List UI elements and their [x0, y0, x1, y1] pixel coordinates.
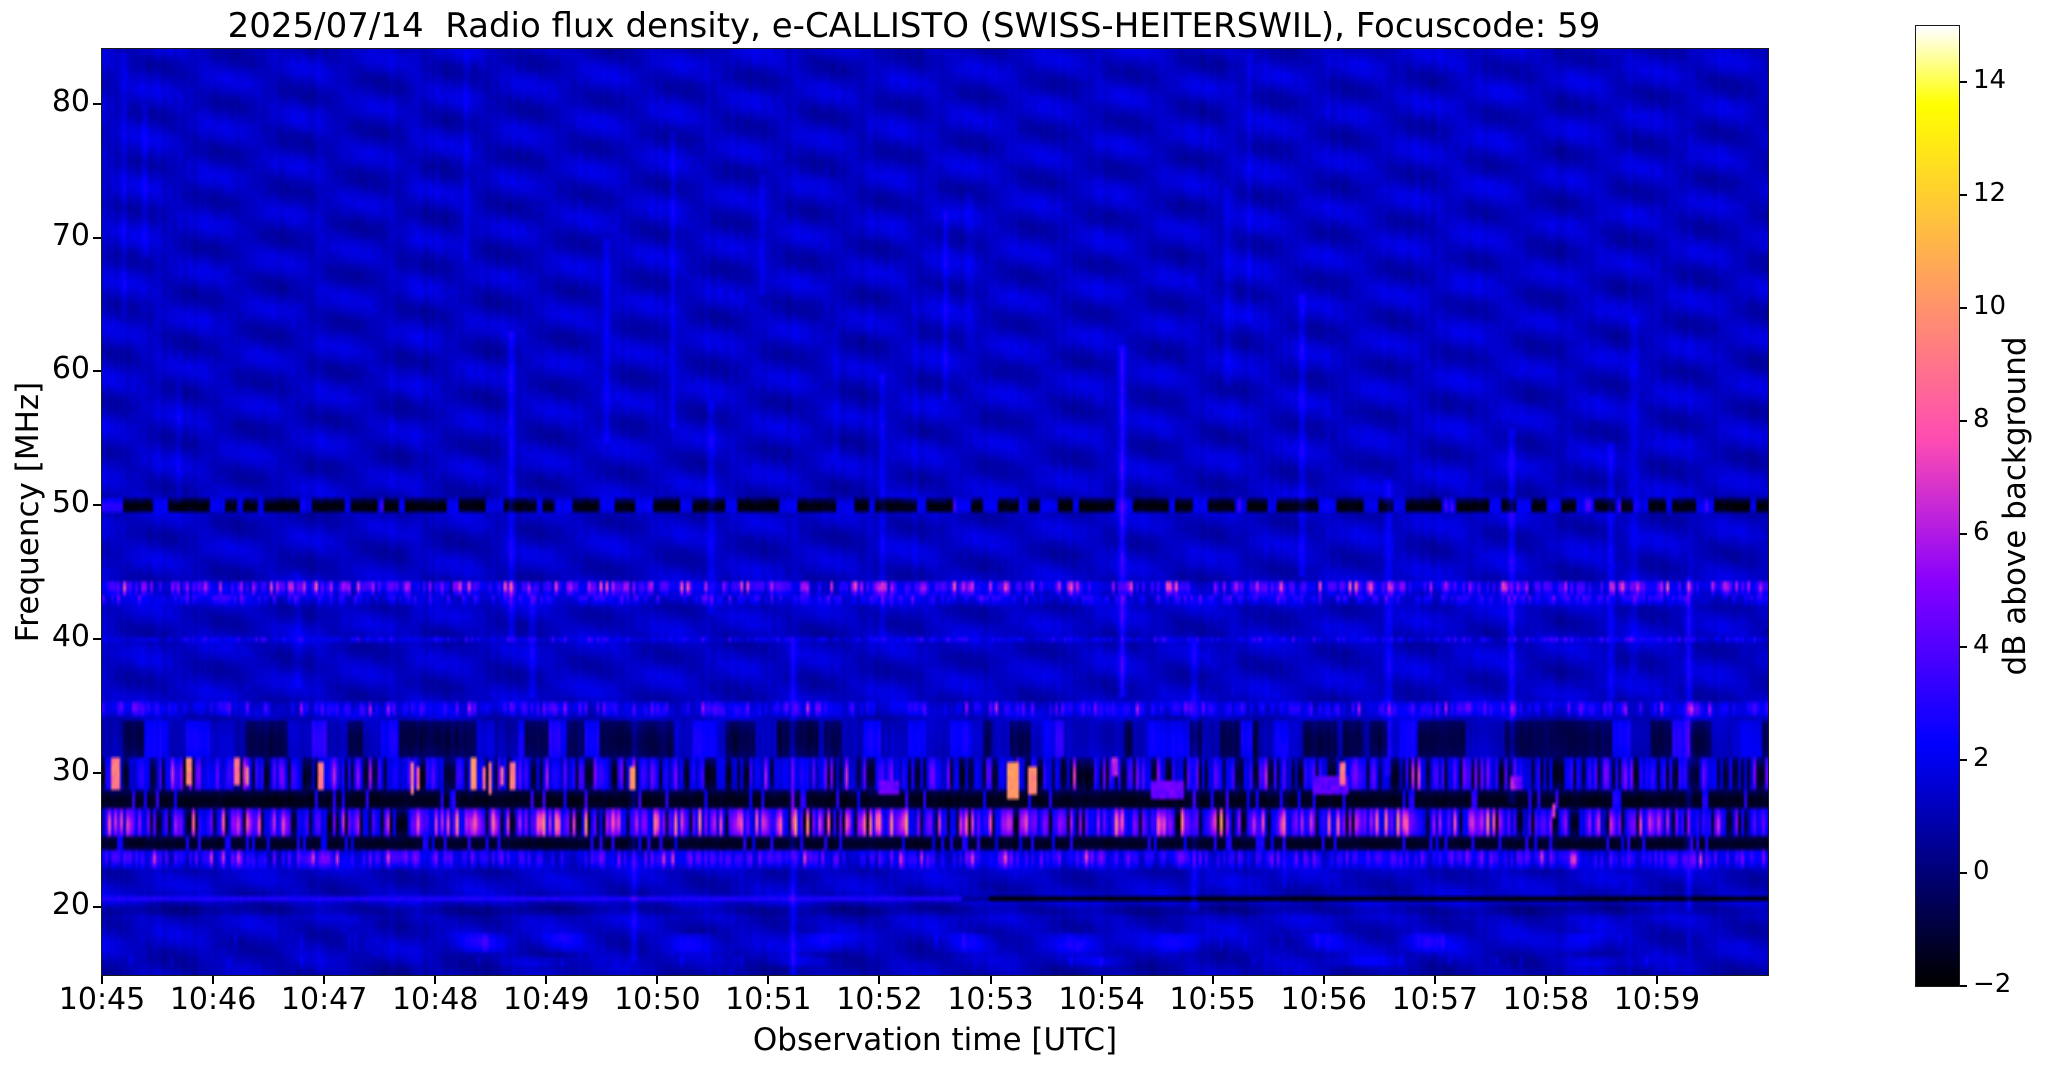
colorbar-tick-mark [1960, 81, 1967, 84]
x-tick-label: 10:58 [1502, 982, 1590, 1017]
colorbar-canvas [1916, 26, 1959, 986]
y-axis-label: Frequency [MHz] [10, 381, 46, 643]
colorbar-tick-mark [1960, 872, 1967, 875]
x-tick-label: 10:57 [1391, 982, 1479, 1017]
colorbar-tick-label: 6 [1973, 517, 1990, 548]
y-tick-label: 70 [51, 217, 90, 253]
colorbar-tick-label: 2 [1973, 743, 1990, 774]
x-tick-mark [1322, 976, 1325, 984]
x-tick-mark [101, 976, 103, 984]
colorbar-tick-label: 12 [1973, 178, 2007, 209]
y-tick-label: 50 [51, 485, 90, 521]
colorbar-tick-mark [1960, 759, 1967, 762]
colorbar-tick-mark [1960, 646, 1967, 649]
y-tick-mark [93, 905, 101, 908]
x-tick-label: 10:49 [503, 982, 590, 1017]
x-tick-mark [1544, 976, 1547, 984]
y-tick-label: 40 [51, 619, 90, 655]
y-tick-mark [93, 638, 101, 641]
colorbar-label: dB above background [1997, 336, 2033, 676]
x-tick-mark [767, 976, 770, 984]
x-tick-label: 10:56 [1280, 982, 1367, 1017]
x-tick-mark [1655, 976, 1658, 984]
colorbar-tick-label: −2 [1973, 969, 2012, 999]
colorbar-tick-mark [1960, 307, 1967, 310]
x-tick-label: 10:54 [1058, 982, 1145, 1017]
x-tick-mark [1433, 976, 1436, 984]
colorbar-tick-label: 10 [1973, 291, 2007, 322]
chart-title: 2025/07/14 Radio flux density, e-CALLIST… [227, 6, 1601, 46]
x-tick-mark [989, 976, 992, 984]
y-tick-mark [93, 370, 101, 373]
y-tick-label: 60 [51, 351, 90, 387]
plot-frame [101, 48, 1769, 976]
x-tick-label: 10:47 [280, 982, 368, 1017]
colorbar-tick-mark [1960, 985, 1967, 987]
x-tick-mark [656, 976, 659, 984]
x-tick-label: 10:53 [947, 982, 1034, 1017]
spectrogram-canvas [102, 49, 1768, 975]
y-tick-mark [93, 236, 101, 239]
colorbar [1915, 25, 1960, 987]
colorbar-tick-mark [1960, 194, 1967, 197]
y-tick-mark [93, 102, 101, 105]
colorbar-tick-mark [1960, 533, 1967, 536]
y-tick-mark [93, 504, 101, 507]
x-tick-label: 10:59 [1613, 982, 1701, 1017]
x-tick-label: 10:55 [1169, 982, 1256, 1017]
y-tick-label: 80 [51, 83, 90, 119]
x-tick-mark [212, 976, 215, 984]
x-tick-label: 10:52 [836, 982, 923, 1017]
colorbar-tick-label: 4 [1973, 630, 1990, 661]
x-tick-label: 10:46 [169, 982, 257, 1017]
x-tick-label: 10:51 [725, 982, 812, 1017]
x-tick-mark [434, 976, 437, 984]
colorbar-tick-label: 0 [1973, 856, 1990, 887]
y-tick-label: 20 [51, 886, 90, 922]
x-tick-mark [545, 976, 548, 984]
x-tick-mark [1100, 976, 1103, 984]
y-tick-mark [93, 771, 101, 774]
x-tick-mark [323, 976, 326, 984]
x-tick-label: 10:50 [614, 982, 701, 1017]
colorbar-tick-mark [1960, 420, 1967, 423]
colorbar-tick-label: 8 [1973, 404, 1990, 435]
x-axis-label: Observation time [UTC] [752, 1022, 1118, 1058]
y-tick-label: 30 [51, 752, 90, 788]
x-tick-mark [1211, 976, 1214, 984]
x-tick-label: 10:45 [58, 982, 146, 1017]
x-tick-label: 10:48 [391, 982, 479, 1017]
colorbar-tick-label: 14 [1973, 65, 2007, 96]
x-tick-mark [878, 976, 881, 984]
